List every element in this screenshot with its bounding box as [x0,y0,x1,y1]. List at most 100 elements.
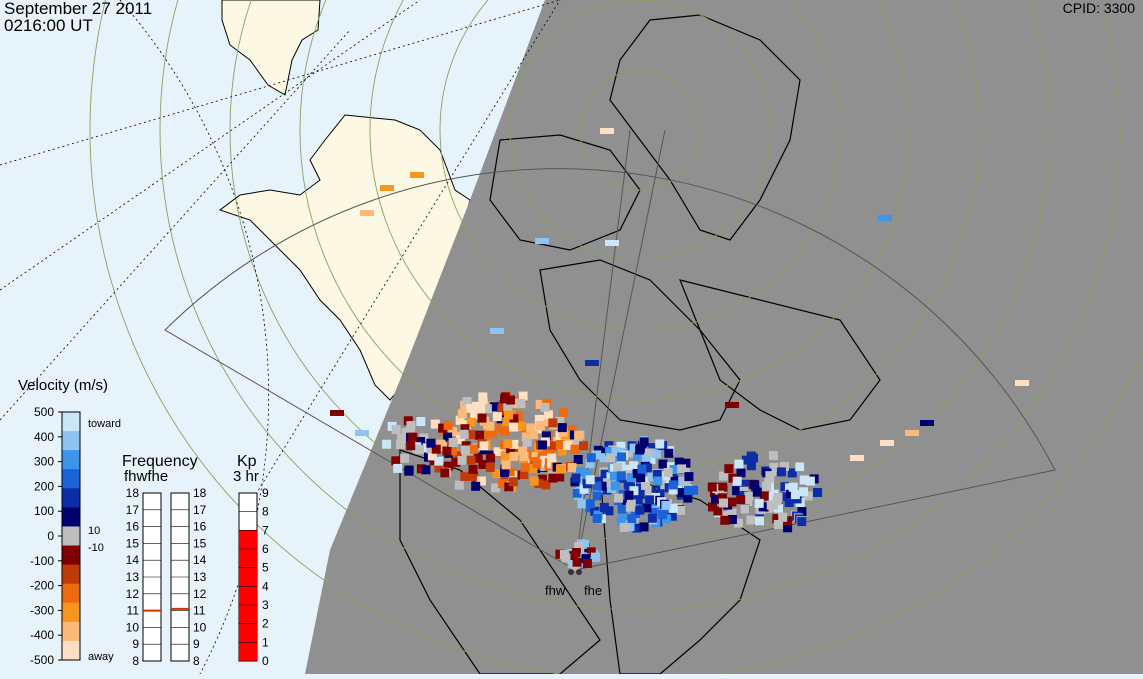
echo-cell [395,440,405,450]
velocity-color-swatch [62,526,80,547]
echo-cell [469,472,479,481]
echo-cell [624,490,634,500]
velocity-tick-label: -300 [30,603,54,617]
echo-cell [651,449,661,459]
kp-tick-label: 2 [262,617,269,631]
echo-cell [625,502,635,512]
echo-cell [647,513,657,523]
echo-cell [614,493,624,503]
echo-cell [508,477,518,487]
echo-cell [599,453,609,463]
echo-cell [430,419,440,429]
echo-cell [754,498,764,508]
echo-cell [677,464,687,474]
echo-cell [639,522,649,532]
echo-cell [602,485,612,495]
echo-cell [724,464,734,474]
echo-cell [616,471,626,481]
echo-cell [492,469,502,479]
echo-cell [531,451,541,461]
echo-cell [557,446,567,456]
echo-cell [557,423,567,433]
echo-cell [535,399,545,409]
velocity-tick-label: -500 [30,653,54,667]
frequency-tick-label: 14 [126,553,140,567]
echo-cell [500,467,510,477]
echo-cell [455,435,465,445]
echo-cell [503,439,513,449]
echo-cell [393,463,403,473]
echo-cell [574,541,584,551]
velocity-tick-label: 300 [34,455,54,469]
velocity-color-swatch [62,488,80,508]
echo-cell [391,456,401,466]
echo-cell [642,485,652,495]
echo-cell [355,430,369,436]
echo-cell [426,444,436,454]
header-datetime: September 27 2011 0216:00 UT [4,0,152,34]
echo-cell [681,458,691,468]
velocity-tick-label: -100 [30,554,54,568]
kp-title: Kp [237,453,257,470]
echo-cell [635,443,645,453]
echo-cell [741,455,751,465]
radar-site-fhw [568,569,574,575]
echo-cell [585,475,595,485]
echo-cell [522,437,532,447]
echo-cell [501,460,511,470]
echo-cell [521,432,531,442]
echo-cell [416,417,426,426]
echo-cell [605,240,619,246]
echo-cell [905,430,919,436]
echo-cell [599,502,609,512]
echo-cell [788,482,798,492]
echo-cell [469,444,479,454]
velocity-tick-label: -200 [30,579,54,593]
echo-cell [451,457,461,467]
echo-cell [509,451,519,461]
echo-cell [502,417,512,427]
frequency-tick-label: 9 [132,637,139,651]
velocity-color-swatch [62,602,80,623]
echo-cell [574,430,584,440]
echo-cell [649,507,659,517]
echo-cell [485,463,495,472]
echo-cell [509,439,519,449]
echo-cell [718,471,728,481]
echo-cell [626,473,636,483]
kp-tick-label: 5 [262,561,269,575]
echo-cell [732,476,742,486]
echo-cell [586,453,596,463]
kp-tick-label: 9 [262,486,269,500]
echo-cell [585,360,599,366]
echo-cell [518,446,528,456]
echo-cell [573,438,583,448]
echo-cell [448,427,458,437]
echo-cell [658,459,668,469]
echo-cell [442,446,452,456]
echo-cell [547,453,557,463]
echo-cell [645,495,654,505]
echo-cell [769,462,779,472]
echo-cell [585,499,595,509]
echo-cell [540,402,550,412]
echo-cell [490,328,504,334]
echo-cell [408,432,418,442]
echo-cell [736,468,746,478]
echo-cell [429,456,439,466]
echo-cell [768,451,778,461]
echo-cell [593,445,603,455]
echo-cell [391,425,401,435]
echo-cell [413,444,423,454]
echo-cell [740,504,750,514]
echo-cell [799,475,809,485]
frequency-tick-label: 8 [132,654,139,668]
echo-cell [555,472,565,482]
kp-tick-label: 8 [262,505,269,519]
echo-cell [766,500,776,510]
echo-cell [519,452,529,461]
frequency-tick-label: 13 [126,570,140,584]
echo-cell [438,423,448,433]
echo-cell [431,444,441,454]
